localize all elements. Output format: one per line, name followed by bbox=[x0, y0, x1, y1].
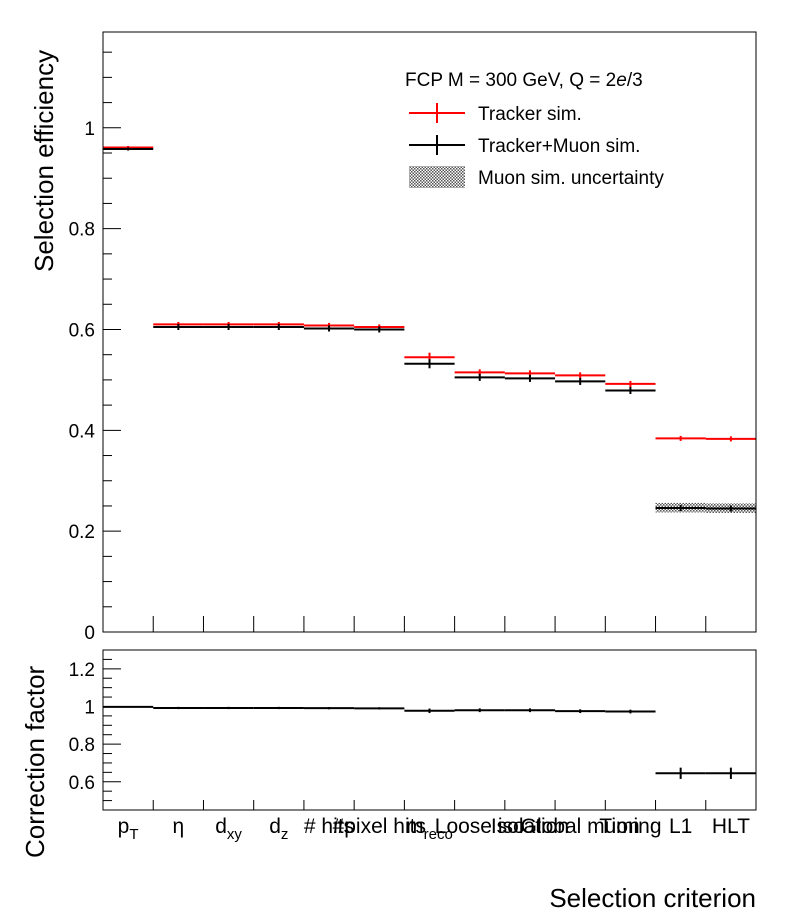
correction-factor-point bbox=[555, 709, 606, 714]
series-tracker-muon-point bbox=[605, 386, 656, 395]
x-category-label: dxy bbox=[215, 815, 242, 843]
series-tracker-point bbox=[605, 380, 656, 387]
x-category-label: η bbox=[173, 815, 185, 838]
lower-plot-frame bbox=[102, 649, 757, 811]
upper-plot-frame bbox=[102, 31, 757, 633]
series-tracker-muon-point bbox=[555, 377, 606, 385]
correction-factor-point bbox=[354, 707, 405, 710]
lower-y-tick-label: 1 bbox=[84, 697, 95, 718]
correction-factor-point bbox=[605, 709, 656, 714]
legend-entries: Tracker sim. Tracker+Muon sim. Muon sim. u… bbox=[409, 103, 664, 189]
upper-axes-layer: 0 0.2 0.4 0.6 0.8 1 bbox=[69, 51, 757, 644]
x-category-label: Loose iso bbox=[435, 815, 525, 838]
correction-factor-point bbox=[655, 767, 706, 779]
series-tracker-point bbox=[705, 436, 756, 442]
lower-y-axis-label: Correction factor bbox=[20, 665, 50, 858]
upper-y-tick-label: 0 bbox=[84, 623, 95, 644]
upper-y-tick-label: 0.6 bbox=[69, 320, 95, 341]
x-category-label: #pixel hits bbox=[333, 815, 426, 838]
legend-label: Muon sim. uncertainty bbox=[478, 168, 664, 189]
correction-factor-point bbox=[454, 708, 505, 713]
series-tracker-muon-point bbox=[203, 323, 254, 330]
series-tracker-muon-point bbox=[253, 323, 304, 330]
x-axis-label: Selection criterion bbox=[549, 883, 756, 913]
x-category-label: L1 bbox=[669, 815, 692, 838]
upper-series-layer bbox=[103, 145, 756, 512]
x-category-label: HLT bbox=[712, 815, 750, 838]
legend-header: FCP M = 300 GeV, Q = 2e/3 bbox=[405, 70, 643, 91]
legend-label: Tracker+Muon sim. bbox=[478, 136, 640, 157]
series-tracker-muon-point bbox=[454, 373, 505, 381]
x-category-label: Timing bbox=[599, 815, 661, 838]
series-tracker-muon-point bbox=[655, 504, 706, 511]
series-tracker-point bbox=[655, 435, 706, 441]
x-category-label: pT bbox=[118, 815, 139, 843]
series-tracker-muon-point bbox=[153, 323, 204, 330]
legend-label: Tracker sim. bbox=[478, 104, 582, 125]
lower-y-tick-label: 0.6 bbox=[69, 773, 95, 794]
x-category-label: Global muon bbox=[521, 815, 640, 838]
series-tracker-muon-point bbox=[504, 374, 556, 382]
correction-factor-point bbox=[253, 706, 304, 710]
correction-factor-point bbox=[404, 708, 455, 714]
x-category-label: Isolation bbox=[491, 815, 569, 838]
lower-axes-layer: 0.6 0.8 1 1.2 bbox=[69, 658, 757, 810]
correction-factor-point bbox=[303, 707, 355, 710]
upper-y-tick-label: 0.2 bbox=[69, 522, 95, 543]
legend-entry-uncertainty: Muon sim. uncertainty bbox=[409, 166, 664, 189]
series-tracker-muon-point bbox=[354, 326, 405, 333]
lower-y-tick-label: 1.2 bbox=[69, 660, 95, 681]
series-tracker-muon-point bbox=[404, 359, 455, 369]
series-tracker-muon-point bbox=[303, 325, 355, 332]
series-tracker-point bbox=[555, 372, 606, 379]
x-category-label: # hits bbox=[304, 815, 354, 838]
upper-y-tick-label: 0.4 bbox=[69, 421, 96, 442]
correction-factor-point bbox=[705, 767, 756, 779]
legend: FCP M = 300 GeV, Q = 2e/3 Tracker sim.Tr… bbox=[405, 70, 664, 189]
lower-y-tick-label: 0.8 bbox=[69, 735, 95, 756]
legend-entry-tracker: Tracker sim. bbox=[409, 103, 582, 125]
x-category-label: mreco bbox=[406, 815, 453, 843]
legend-entry-tracker-muon: Tracker+Muon sim. bbox=[409, 135, 640, 157]
series-tracker-muon-point bbox=[103, 147, 154, 151]
series-tracker-muon-point bbox=[705, 505, 756, 512]
x-category-label: dz bbox=[269, 815, 288, 843]
upper-y-tick-label: 1 bbox=[84, 119, 95, 140]
correction-factor-point bbox=[504, 708, 556, 713]
upper-y-axis-label: Selection efficiency bbox=[29, 50, 59, 272]
correction-factor-point bbox=[203, 706, 254, 710]
upper-y-tick-label: 0.8 bbox=[69, 220, 95, 241]
correction-factor-point bbox=[153, 706, 204, 710]
